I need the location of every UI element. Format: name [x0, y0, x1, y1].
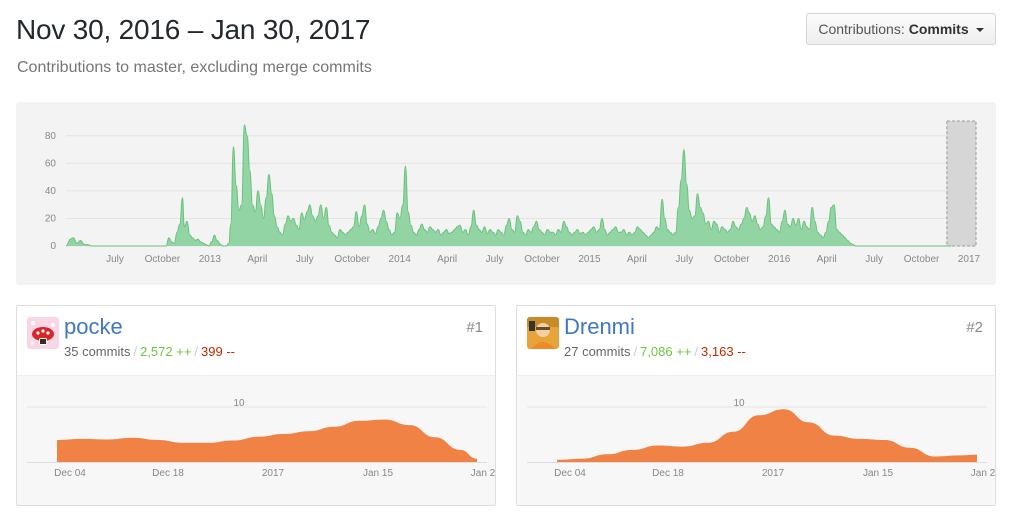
commits-line	[65, 124, 952, 247]
contributor-chart-svg: 10 Dec 04 Dec 18 2017 Jan 15 Jan 2	[27, 398, 496, 479]
selected-range-brush[interactable]	[946, 120, 977, 247]
y-tick-label: 40	[45, 186, 57, 197]
person-avatar-icon	[527, 317, 559, 349]
contributor-rank: #1	[466, 319, 483, 336]
y-tick-label: 0	[50, 241, 56, 252]
deletions-count: 3,163 --	[701, 344, 746, 359]
page-title: Nov 30, 2016 – Jan 30, 2017	[16, 14, 371, 45]
y-tick-label: 20	[45, 213, 57, 224]
x-tick-label: 2017	[958, 254, 981, 265]
contributor-card-2: Drenmi #2 27 commits/7,086 ++/3,163 -- 1…	[516, 305, 996, 506]
x-tick-label: October	[714, 254, 750, 265]
contributor-card-header: pocke #1 35 commits/2,572 ++/399 --	[17, 306, 495, 376]
additions-count: 7,086 ++	[640, 344, 692, 359]
x-tick-label: 2013	[199, 254, 222, 265]
x-tick-label: July	[675, 254, 693, 265]
x-tick-label: October	[524, 254, 560, 265]
avatar[interactable]	[527, 317, 559, 349]
contributor-graph: 10 Dec 04 Dec 18 2017 Jan 15 Jan 2	[17, 375, 496, 505]
x-tick-label: April	[247, 254, 267, 265]
stats-separator: /	[694, 344, 699, 359]
x-tick-label: July	[486, 254, 504, 265]
x-tick-label: April	[817, 254, 837, 265]
contributor-name[interactable]: Drenmi	[564, 314, 635, 339]
x-tick-label: July	[865, 254, 883, 265]
strawberry-avatar-icon	[27, 317, 59, 349]
dropdown-label: Contributions:	[818, 21, 905, 37]
x-tick-label: Dec 18	[152, 468, 184, 479]
x-tick-label: 2017	[762, 468, 785, 479]
x-tick-label: 2016	[768, 254, 791, 265]
contributor-card-header: Drenmi #2 27 commits/7,086 ++/3,163 --	[517, 306, 995, 376]
contributor-stats: 35 commits/2,572 ++/399 --	[64, 344, 235, 359]
additions-count: 2,572 ++	[140, 344, 192, 359]
y-tick-label: 10	[733, 398, 745, 409]
x-tick-label: Dec 04	[554, 468, 586, 479]
commits-area	[66, 124, 952, 246]
y-tick-label: 10	[233, 398, 245, 409]
commits-area	[57, 419, 477, 462]
avatar[interactable]	[27, 317, 59, 349]
x-tick-label: April	[627, 254, 647, 265]
x-tick-label: October	[145, 254, 181, 265]
y-tick-label: 80	[45, 131, 57, 142]
x-tick-label: April	[437, 254, 457, 265]
overview-chart[interactable]: 0 20 40 60 80 July October 2013 April July October…	[16, 102, 996, 285]
commit-count: 27 commits	[564, 344, 631, 359]
x-tick-label: October	[904, 254, 940, 265]
x-tick-label: Dec 04	[54, 468, 86, 479]
contributor-stats: 27 commits/7,086 ++/3,163 --	[564, 344, 746, 359]
contributor-rank: #2	[966, 319, 983, 336]
stats-separator: /	[633, 344, 638, 359]
x-tick-label: Jan 2	[471, 468, 496, 479]
contributions-dropdown[interactable]: Contributions: Commits	[806, 13, 996, 45]
contributor-graph: 10 Dec 04 Dec 18 2017 Jan 15 Jan 2	[517, 375, 996, 505]
x-tick-label: Jan 15	[363, 468, 393, 479]
x-tick-label: 2017	[262, 468, 285, 479]
x-tick-label: Dec 18	[652, 468, 684, 479]
commit-count: 35 commits	[64, 344, 131, 359]
x-tick-label: July	[106, 254, 124, 265]
y-tick-label: 60	[45, 158, 57, 169]
contributor-chart-svg: 10 Dec 04 Dec 18 2017 Jan 15 Jan 2	[527, 398, 996, 479]
deletions-count: 399 --	[201, 344, 236, 359]
x-tick-label: 2015	[578, 254, 601, 265]
stats-separator: /	[133, 344, 138, 359]
commits-area	[557, 409, 977, 462]
page-subtitle: Contributions to master, excluding merge…	[17, 59, 372, 76]
x-tick-label: Jan 2	[971, 468, 996, 479]
x-tick-label: July	[296, 254, 314, 265]
x-tick-label: October	[334, 254, 370, 265]
contributor-name[interactable]: pocke	[64, 314, 123, 339]
contributor-card-1: pocke #1 35 commits/2,572 ++/399 -- 10 De…	[16, 305, 496, 506]
chevron-down-icon	[975, 28, 984, 32]
x-tick-label: Jan 15	[863, 468, 893, 479]
stats-separator: /	[194, 344, 199, 359]
overview-chart-svg[interactable]: 0 20 40 60 80 July October 2013 April July October…	[16, 102, 996, 285]
x-tick-label: 2014	[389, 254, 412, 265]
dropdown-value: Commits	[908, 21, 969, 37]
